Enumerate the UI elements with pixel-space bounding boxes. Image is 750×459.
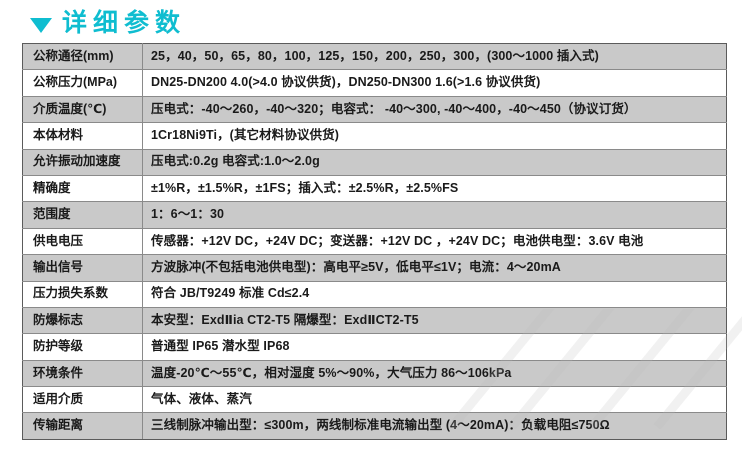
spec-label-cell: 传输距离 — [22, 412, 143, 440]
spec-label-cell: 本体材料 — [22, 122, 143, 150]
table-row: 公称通径(mm) 25，40，50，65，80，100，125，150，200，2… — [22, 42, 727, 71]
spec-value-cell: DN25-DN200 4.0(>4.0 协议供货)，DN250-DN300 1.… — [142, 69, 727, 97]
spec-value-cell: 25，40，50，65，80，100，125，150，200，250，300，(… — [142, 42, 727, 71]
table-row: 输出信号 方波脉冲(不包括电池供电型)：高电平≥5V，低电平≤1V；电流：4～20… — [22, 254, 727, 282]
spec-label-cell: 允许振动加速度 — [22, 148, 143, 176]
triangle-down-icon — [30, 17, 52, 33]
table-row: 传输距离 三线制脉冲输出型：≤300m，两线制标准电流输出型 (4～20mA)：负… — [22, 412, 727, 440]
spec-label-cell: 供电电压 — [22, 227, 143, 256]
spec-value-cell: 传感器：+12V DC，+24V DC；变送器：+12V DC ，+24V DC… — [142, 227, 727, 256]
spec-label-cell: 范围度 — [22, 201, 143, 229]
spec-value-cell: 气体、液体、蒸汽 — [142, 386, 727, 414]
spec-table-body: 公称通径(mm) 25，40，50，65，80，100，125，150，200，2… — [22, 42, 727, 440]
spec-label-cell: 环境条件 — [22, 359, 143, 388]
table-row: 精确度 ±1%R，±1.5%R，±1FS；插入式：±2.5%R，±2.5%FS — [22, 174, 727, 203]
spec-label-cell: 防护等级 — [22, 333, 143, 361]
spec-value-cell: 本安型：ExdⅡia CT2-T5 隔爆型：ExdⅡCT2-T5 — [142, 306, 727, 335]
table-row: 公称压力(MPa) DN25-DN200 4.0(>4.0 协议供货)，DN250… — [22, 69, 727, 97]
spec-table: 公称通径(mm) 25，40，50，65，80，100，125，150，200，2… — [22, 42, 727, 440]
table-row: 供电电压 传感器：+12V DC，+24V DC；变送器：+12V DC ，+24… — [22, 227, 727, 256]
spec-value-cell: 符合 JB/T9249 标准 Cd≤2.4 — [142, 280, 727, 308]
spec-value-cell: 温度-20℃～55℃，相对湿度 5%～90%，大气压力 86～106kPa — [142, 359, 727, 388]
spec-label-cell: 输出信号 — [22, 254, 143, 282]
spec-label-cell: 精确度 — [22, 174, 143, 203]
spec-table-container: 公称通径(mm) 25，40，50，65，80，100，125，150，200，2… — [22, 42, 727, 440]
spec-value-cell: 压电式:0.2g 电容式:1.0～2.0g — [142, 148, 727, 176]
spec-label-cell: 介质温度(℃) — [22, 95, 143, 124]
spec-label-cell: 适用介质 — [22, 386, 143, 414]
spec-value-cell: ±1%R，±1.5%R，±1FS；插入式：±2.5%R，±2.5%FS — [142, 174, 727, 203]
spec-label-cell: 防爆标志 — [22, 306, 143, 335]
spec-value-cell: 1：6～1：30 — [142, 201, 727, 229]
table-row: 适用介质 气体、液体、蒸汽 — [22, 386, 727, 414]
table-row: 本体材料 1Cr18Ni9Ti，(其它材料协议供货) — [22, 122, 727, 150]
spec-label-cell: 压力损失系数 — [22, 280, 143, 308]
spec-value-cell: 压电式：-40～260，-40～320；电容式： -40～300, -40～40… — [142, 95, 727, 124]
spec-value-cell: 1Cr18Ni9Ti，(其它材料协议供货) — [142, 122, 727, 150]
spec-label-cell: 公称通径(mm) — [22, 42, 143, 71]
spec-value-cell: 普通型 IP65 潜水型 IP68 — [142, 333, 727, 361]
page-title: 详细参数 — [62, 8, 187, 37]
table-row: 压力损失系数 符合 JB/T9249 标准 Cd≤2.4 — [22, 280, 727, 308]
table-row: 允许振动加速度 压电式:0.2g 电容式:1.0～2.0g — [22, 148, 727, 176]
spec-label-cell: 公称压力(MPa) — [22, 69, 143, 97]
spec-value-cell: 三线制脉冲输出型：≤300m，两线制标准电流输出型 (4～20mA)：负载电阻≤… — [142, 412, 727, 440]
section-heading: 详细参数 — [30, 6, 186, 40]
table-row: 防护等级 普通型 IP65 潜水型 IP68 — [22, 333, 727, 361]
table-row: 介质温度(℃) 压电式：-40～260，-40～320；电容式： -40～300,… — [22, 95, 727, 124]
table-row: 范围度 1：6～1：30 — [22, 201, 727, 229]
table-row: 防爆标志 本安型：ExdⅡia CT2-T5 隔爆型：ExdⅡCT2-T5 — [22, 306, 727, 335]
table-row: 环境条件 温度-20℃～55℃，相对湿度 5%～90%，大气压力 86～106kP… — [22, 359, 727, 388]
spec-value-cell: 方波脉冲(不包括电池供电型)：高电平≥5V，低电平≤1V；电流：4～20mA — [142, 254, 727, 282]
